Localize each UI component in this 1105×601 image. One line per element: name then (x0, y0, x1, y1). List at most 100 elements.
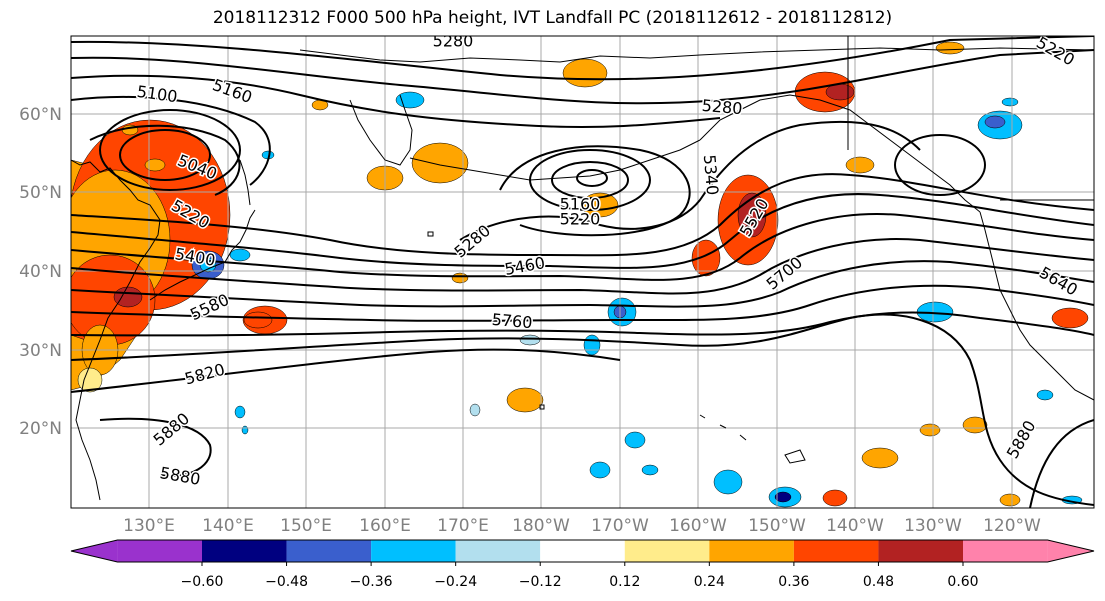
colorbar-swatch (963, 540, 1048, 562)
coastline-sakhalin (239, 159, 251, 206)
ivt-shade-region (411, 142, 469, 184)
lon-label: 150°E (280, 516, 332, 536)
ivt-shade-region (234, 405, 246, 419)
ivt-shade-region (935, 41, 965, 55)
gridlines (71, 36, 1094, 508)
colorbar-tick-label: −0.12 (519, 574, 562, 590)
ivt-shade-region (77, 367, 103, 393)
colorbar-swatch (793, 540, 879, 562)
ivt-shade-region (1036, 389, 1054, 401)
contour-label: 5340 (700, 154, 722, 196)
contour-label: 5280 (433, 32, 474, 51)
colorbar-swatch (709, 540, 794, 562)
island-small-3 (784, 449, 806, 464)
lon-label: 150°W (748, 516, 806, 536)
lon-label: 130°W (904, 516, 962, 536)
coastline-hawaii (699, 414, 747, 441)
lon-label: 160°E (359, 516, 411, 536)
contour-line (71, 213, 1094, 281)
contour-line (71, 313, 1094, 506)
coastline-alaska (699, 94, 981, 213)
colorbar-tick-label: 0.24 (694, 574, 725, 590)
coastline-kamchatka (349, 94, 413, 166)
contour-line (89, 124, 241, 196)
ivt-shade-region (984, 115, 1006, 129)
coastline-arctic (299, 47, 1094, 63)
map-plot-area (71, 36, 1094, 508)
lon-label: 140°E (202, 516, 254, 536)
lon-label: 160°W (669, 516, 727, 536)
colorbar-tick-label: −0.60 (181, 574, 224, 590)
colorbar-tick-label: −0.24 (434, 574, 477, 590)
contour-line (99, 417, 212, 477)
colorbar-swatch (455, 540, 541, 562)
ivt-shade-region (1001, 97, 1019, 107)
ivt-shade-region (583, 334, 601, 356)
contour-label: 5760 (491, 310, 533, 332)
lon-label: 170°E (437, 516, 489, 536)
lat-label: 40°N (19, 262, 62, 282)
ivt-shade-region (519, 334, 541, 346)
ivt-shade-region (822, 489, 848, 507)
contour-line (71, 96, 271, 186)
colorbar-swatch (202, 540, 287, 562)
contour-line (459, 120, 921, 241)
island-small-1 (539, 404, 545, 410)
colorbar-swatch (540, 540, 625, 562)
ivt-shade-region (562, 58, 608, 88)
latitude-labels: 60°N 50°N 40°N 30°N 20°N (19, 105, 62, 439)
colorbar: −0.60 −0.48 −0.36 −0.24 −0.12 0.12 0.24 0.36 0.4… (70, 539, 1095, 590)
island-small-2 (427, 231, 434, 237)
ivt-shade-region (395, 91, 425, 109)
contour-line (499, 145, 691, 237)
contour-label: 5220 (560, 210, 601, 229)
lat-label: 50°N (19, 183, 62, 203)
colorbar-extend-high (1047, 540, 1094, 562)
colorbar-swatch (117, 540, 202, 562)
lon-label: 140°W (826, 516, 884, 536)
ivt-shade-region (451, 272, 469, 284)
contour-line (71, 193, 1094, 269)
colorbar-tick-label: −0.48 (265, 574, 308, 590)
coastlines (71, 36, 1094, 501)
contour-line (71, 49, 1094, 105)
longitude-labels: 130°E 140°E 150°E 160°E 170°E 180°W 170°W 160°W… (123, 516, 1041, 536)
ivt-shade-region (469, 403, 481, 417)
ivt-shade-region (999, 493, 1021, 507)
ivt-shade-region (641, 464, 659, 476)
contour-label: 5280 (701, 96, 743, 118)
contour-closed-low-central (529, 149, 651, 211)
lon-label: 130°E (123, 516, 175, 536)
ivt-shade-region (624, 431, 646, 449)
ivt-shade-region (713, 469, 743, 495)
contour-label: 5160 (560, 195, 601, 214)
contour-line (71, 284, 1094, 322)
colorbar-extend-low (71, 540, 118, 562)
lat-label: 20°N (19, 419, 62, 439)
height-contours (71, 36, 1094, 508)
contour-closed-low-gulf (894, 134, 986, 196)
contour-line (71, 238, 1094, 295)
contour-closed-low-central-inner (551, 161, 629, 199)
ivt-shade-region (919, 423, 941, 437)
lon-label: 170°W (591, 516, 649, 536)
ivt-shade-region (229, 248, 251, 262)
lat-label: 30°N (19, 341, 62, 361)
ivt-shade-region (581, 192, 619, 218)
contour-line (1029, 419, 1094, 508)
colorbar-swatch (624, 540, 710, 562)
contour-line (71, 348, 621, 393)
coastline-east-asia (71, 159, 161, 501)
ivt-shade-region (774, 491, 792, 503)
ivt-shade-region (589, 461, 611, 479)
ivt-shade-region (691, 239, 721, 277)
ivt-shade-region (845, 156, 875, 174)
contour-line (71, 74, 721, 129)
ivt-shade-region (113, 286, 143, 308)
colorbar-tick-label: 0.60 (947, 574, 978, 590)
plot-frame (70, 35, 1095, 509)
ivt-shade-region (861, 447, 899, 469)
colorbar-tick-label: 0.36 (778, 574, 809, 590)
contour-line (71, 260, 1094, 308)
